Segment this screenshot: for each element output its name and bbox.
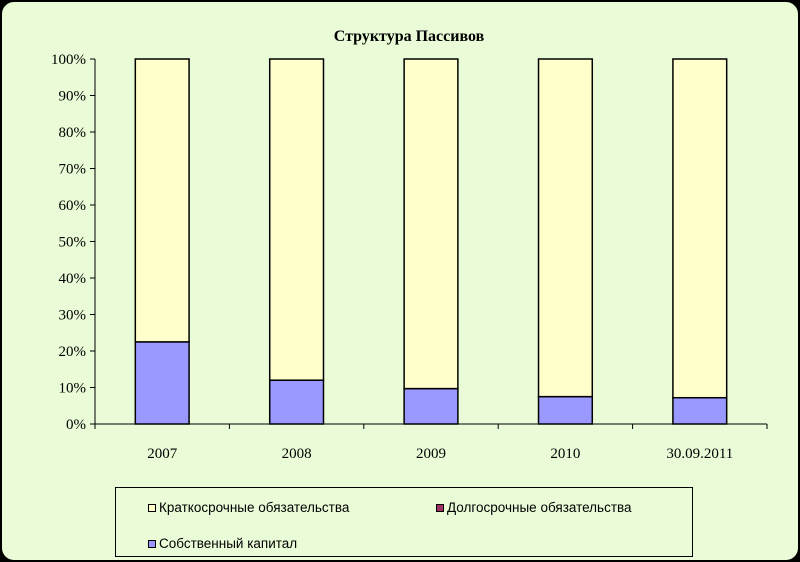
y-tick-label: 70% bbox=[59, 162, 87, 178]
y-tick-label: 50% bbox=[59, 235, 87, 251]
y-tick-label: 40% bbox=[59, 271, 87, 287]
y-tick-label: 30% bbox=[59, 308, 87, 324]
bar-segment-0-1 bbox=[268, 379, 325, 425]
bar-segment-2-3 bbox=[537, 58, 594, 398]
y-tick-label: 90% bbox=[59, 89, 87, 105]
x-tick-label: 2008 bbox=[282, 446, 312, 462]
y-tick-label: 10% bbox=[59, 381, 87, 397]
legend-item-equity: Собственный капитал bbox=[148, 536, 297, 551]
bar-segment-0-0 bbox=[134, 341, 190, 425]
bar-segment-0-4 bbox=[672, 396, 728, 425]
legend-label-short-term: Краткосрочные обязательства bbox=[159, 500, 350, 515]
y-tick-label: 80% bbox=[59, 125, 87, 141]
bar-segment-2-0 bbox=[134, 58, 190, 343]
y-tick-label: 0% bbox=[66, 417, 86, 433]
plot-area: 2007 2008 2009 2010 30.09.2011 0% 10% 20% 30% 40%… bbox=[51, 52, 768, 462]
legend-label-long-term: Долгосрочные обязательства bbox=[447, 500, 632, 515]
y-tick-label: 20% bbox=[59, 344, 87, 360]
bar-segment-2-2 bbox=[403, 58, 459, 390]
chart-title: Структура Пассивов bbox=[334, 28, 485, 45]
legend-item-long-term: Долгосрочные обязательства bbox=[436, 500, 632, 515]
legend-swatch-short-term bbox=[148, 503, 156, 512]
legend-item-short-term: Краткосрочные обязательства bbox=[148, 500, 349, 515]
x-tick-label: 2010 bbox=[550, 446, 580, 462]
legend-swatch-long-term bbox=[436, 503, 444, 512]
chart-legend: Краткосрочные обязательства Долгосрочные… bbox=[115, 487, 693, 557]
bar-segment-0-2 bbox=[403, 387, 459, 425]
x-tick-label: 2007 bbox=[147, 446, 178, 462]
x-tick-label: 30.09.2011 bbox=[666, 446, 733, 462]
bar-segment-2-4 bbox=[672, 58, 728, 399]
y-tick-label: 60% bbox=[59, 198, 87, 214]
legend-swatch-equity bbox=[148, 539, 156, 548]
bar-segment-2-1 bbox=[268, 58, 325, 381]
x-tick-label: 2009 bbox=[416, 446, 446, 462]
y-tick-label: 100% bbox=[51, 52, 86, 68]
bar-segment-0-3 bbox=[537, 395, 594, 425]
legend-label-equity: Собственный капитал bbox=[159, 536, 298, 551]
